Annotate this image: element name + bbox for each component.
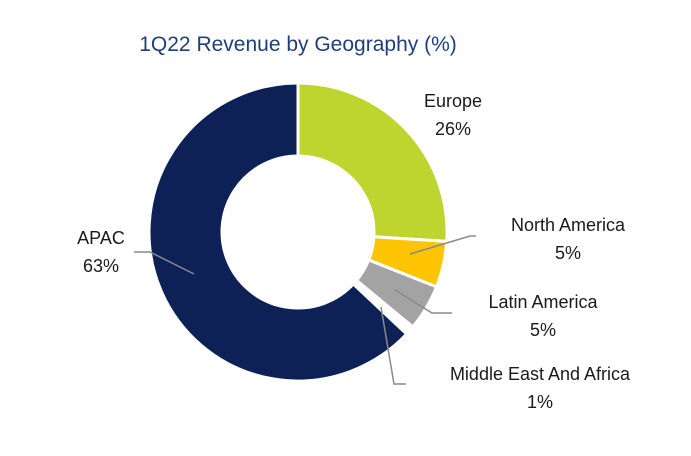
leader-lines [134,235,476,385]
slice-value-apac: 63% [83,256,119,276]
slice-labels: Europe 26% North America 5% Latin America 5% M… [77,91,631,412]
slice-value-middle-east-and-africa: 1% [527,392,553,412]
slice-europe [296,81,449,243]
slice-value-europe: 26% [435,119,471,139]
slice-label-apac: APAC [77,228,125,248]
leader-line-latin-america [394,289,452,314]
slice-apac [147,81,409,383]
leader-line-north-america [409,235,476,255]
leader-line-middle-east-and-africa [380,306,406,385]
leader-line-apac [134,251,195,275]
chart-title: 1Q22 Revenue by Geography (%) [139,33,457,56]
donut-slices [147,81,449,383]
slice-label-europe: Europe [424,91,482,111]
slice-value-north-america: 5% [555,243,581,263]
slice-label-north-america: North America [511,215,626,235]
slice-label-middle-east-and-africa: Middle East And Africa [450,364,631,384]
slice-value-latin-america: 5% [530,320,556,340]
slice-label-latin-america: Latin America [488,292,598,312]
